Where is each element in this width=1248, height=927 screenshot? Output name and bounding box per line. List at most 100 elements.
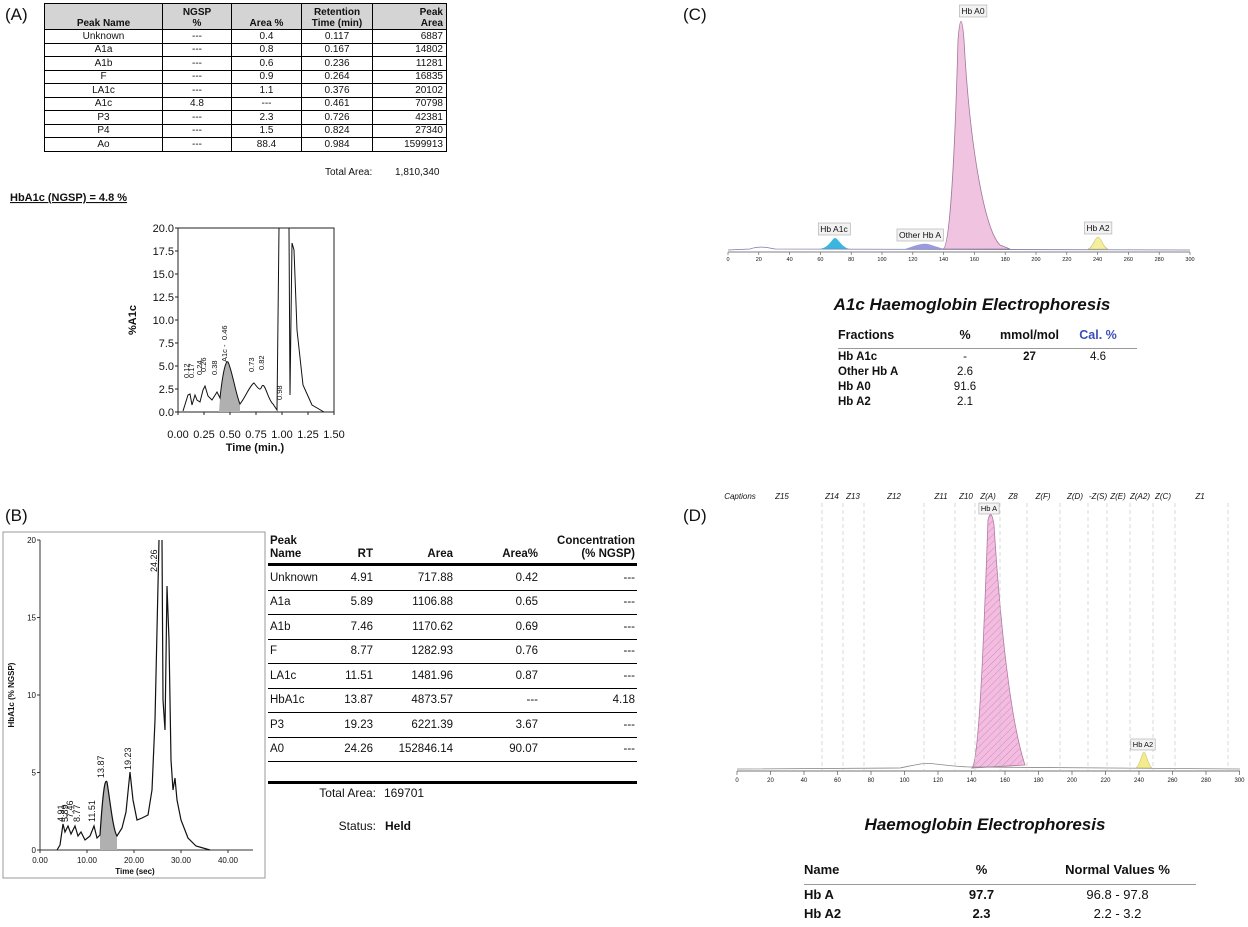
- x-tick-label: 20: [767, 778, 774, 784]
- column-header: Cal. %: [1059, 328, 1138, 349]
- x-axis-label: Time (min.): [226, 442, 285, 454]
- cell-text: 1282.93: [411, 645, 453, 658]
- cell-text: A1a: [94, 44, 113, 56]
- cell-text: 11.51: [345, 669, 373, 682]
- shaded-peak: [219, 361, 240, 412]
- label-box: [1084, 221, 1113, 235]
- peak-label: Hb A2: [1086, 223, 1109, 233]
- table-cell: [1000, 394, 1059, 409]
- table-cell: 27340: [372, 123, 447, 138]
- table-cell: A1a: [268, 590, 340, 615]
- table-cell: -: [930, 349, 1000, 365]
- cell-text: ---: [192, 44, 202, 56]
- x-tick-label: 120: [933, 778, 944, 784]
- y-tick-label: 5.0: [159, 361, 174, 373]
- table-row: Other Hb A 2.6: [838, 364, 1137, 379]
- spacer-cell: [268, 761, 637, 784]
- table-cell: 4.8: [162, 96, 232, 111]
- status-value: Held: [385, 819, 411, 833]
- column-header: Fractions: [838, 328, 930, 349]
- peak-label: 0.38: [210, 360, 219, 375]
- table-row: Hb A 97.7 96.8 - 97.8: [804, 885, 1196, 905]
- label-box: [896, 228, 944, 242]
- table-cell: ---: [162, 137, 232, 152]
- cell-text: 0.8: [259, 44, 274, 56]
- table-cell: 4.91: [340, 564, 375, 591]
- cell-text: 14802: [415, 44, 443, 56]
- header-text: mmol/mol: [1000, 328, 1060, 342]
- cell-text: 0.4: [259, 30, 274, 42]
- column-header: Name: [804, 862, 924, 885]
- table-cell: ---: [540, 737, 637, 762]
- table-cell: ---: [162, 110, 232, 125]
- table-cell: 0.824: [301, 123, 373, 138]
- y-tick-label: 2.5: [159, 384, 174, 396]
- label-box: [817, 222, 851, 236]
- table-cell: A1c: [44, 96, 163, 111]
- table-cell: 0.167: [301, 42, 373, 57]
- label-box: [959, 4, 988, 18]
- table-cell: ---: [231, 96, 302, 111]
- table-cell: Hb A1c: [838, 349, 930, 365]
- table-cell: 717.88: [375, 564, 455, 591]
- table-cell: 24.26: [340, 737, 375, 762]
- table-cell: LA1c: [44, 83, 163, 98]
- total-value: 169701: [384, 786, 424, 800]
- table-cell: 3.67: [455, 712, 540, 738]
- table-row: LA1c --- 1.1 0.376 20102: [44, 83, 447, 98]
- peak-hb-a2: [1087, 236, 1109, 250]
- table-cell: 2.3: [231, 110, 302, 125]
- status-label: Status:: [339, 819, 376, 833]
- table-cell: F: [44, 69, 163, 84]
- y-axis-label: %A1c: [127, 305, 139, 335]
- table-cell: ---: [540, 663, 637, 689]
- table-cell: 1106.88: [375, 590, 455, 615]
- cell-text: P4: [97, 125, 110, 137]
- cell-text: 70798: [415, 98, 443, 110]
- table-cell: 1.1: [231, 83, 302, 98]
- x-tick-label: 180: [1033, 778, 1044, 784]
- cell-text: 7.46: [350, 620, 373, 633]
- cell-text: 24.26: [344, 743, 373, 756]
- table-cell: 2.6: [930, 364, 1000, 379]
- cell-text: 717.88: [417, 571, 453, 584]
- cell-text: ---: [623, 718, 636, 731]
- table-cell: ---: [540, 614, 637, 640]
- table-cell: 6221.39: [375, 712, 455, 738]
- x-tick-label: 120: [908, 257, 917, 263]
- cell-text: ---: [623, 620, 636, 633]
- cell-text: 0.42: [515, 571, 538, 584]
- table-cell: Ao: [44, 137, 163, 152]
- header-row: Name% Normal Values %: [804, 862, 1196, 885]
- x-tick-label: 40.00: [218, 856, 239, 865]
- cell-text: ---: [526, 694, 539, 707]
- cell-text: 13.87: [344, 694, 373, 707]
- zone-label: Z(A2): [1129, 492, 1150, 501]
- x-tick-label: 300: [1185, 257, 1194, 263]
- table-cell: 4.6: [1059, 349, 1137, 365]
- table-cell: A1b: [268, 614, 340, 640]
- cell-text: 20102: [415, 84, 443, 96]
- peak-label: Other Hb A: [899, 230, 941, 240]
- table-cell: 2.1: [930, 394, 1000, 409]
- table-cell: 42381: [372, 110, 447, 125]
- table-cell: [1059, 394, 1137, 409]
- cell-text: Hb A1c: [838, 350, 878, 363]
- cell-text: 27: [1023, 350, 1036, 363]
- x-tick-label: 100: [899, 778, 910, 784]
- cell-text: ---: [261, 98, 272, 110]
- x-tick-label: 40: [787, 257, 793, 263]
- column-header: Peak Name: [268, 535, 340, 566]
- cell-text: 1.5: [259, 125, 274, 137]
- column-header: NGSP %: [162, 3, 232, 30]
- table-row: A1a 5.89 1106.88 0.65 ---: [268, 590, 637, 615]
- plot-frame: [2, 531, 266, 879]
- trace: [56, 539, 211, 851]
- table-cell: 0.461: [301, 96, 373, 111]
- table-row: A1b 7.46 1170.62 0.69 ---: [268, 614, 637, 640]
- x-tick-label: 20.00: [124, 856, 145, 865]
- table-cell: P4: [44, 123, 163, 138]
- cell-text: 0.376: [324, 84, 350, 96]
- cell-text: ---: [192, 84, 202, 96]
- header-text: %: [975, 862, 988, 877]
